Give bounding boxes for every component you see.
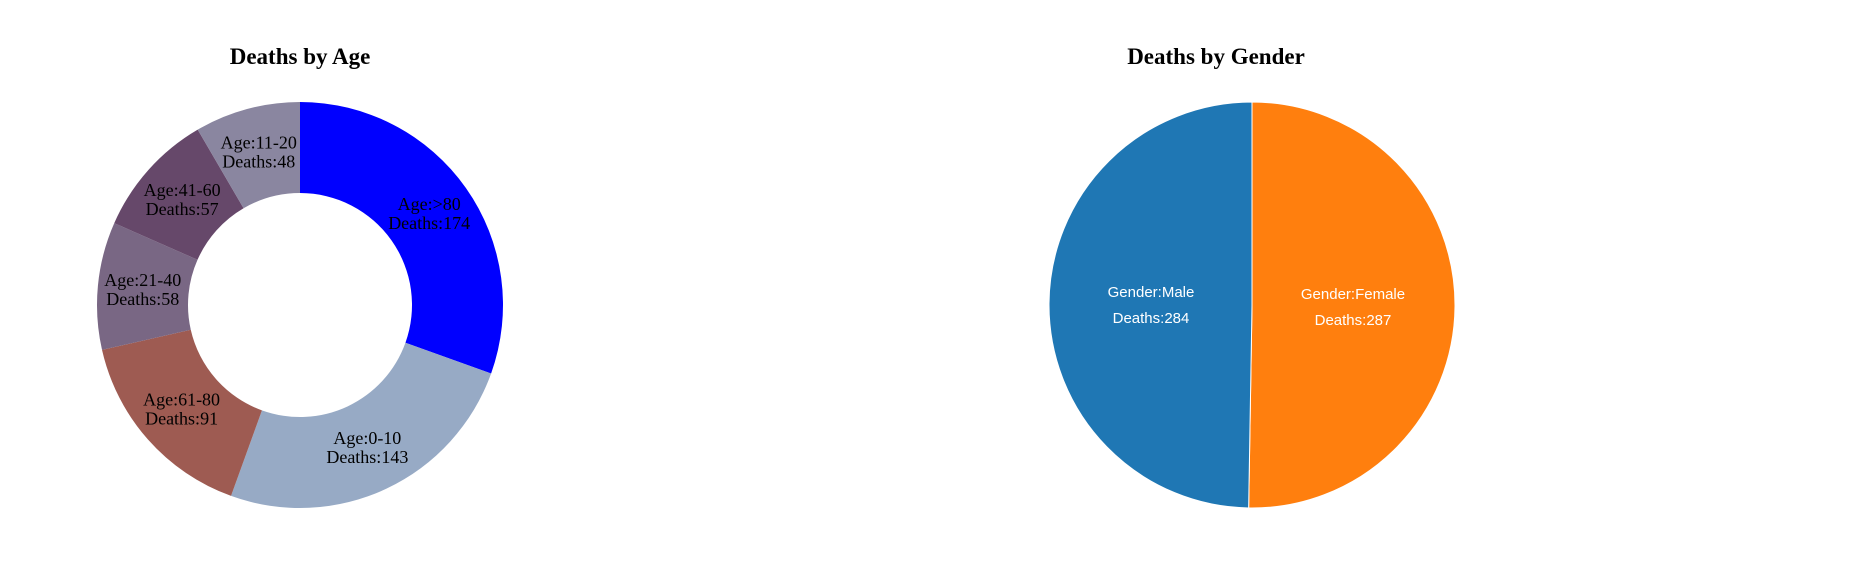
gender-slice-gender-female	[1248, 101, 1456, 509]
age-slice-age-21-40	[97, 223, 198, 350]
age-labels: Age:>80 Deaths:174 Age:0-10 Deaths:143 Age:6…	[104, 132, 470, 466]
age-slice-deaths-label: Deaths:91	[145, 409, 218, 429]
gender-label-gender-female: Gender:Female Deaths:287	[1301, 286, 1405, 329]
age-slice-category-label: Age:>80	[398, 194, 461, 214]
age-slice-category-label: Age:0-10	[333, 428, 401, 448]
gender-slice-gender-male	[1048, 101, 1253, 509]
age-slice-age-0-10	[231, 342, 492, 508]
age-label-age-11-20: Age:11-20 Deaths:48	[221, 132, 297, 171]
age-slice-age-61-80	[102, 329, 262, 496]
age-slice-category-label: Age:21-40	[104, 270, 181, 290]
gender-slice-category-label: Gender:Female	[1301, 286, 1405, 303]
age-slice-age-41-60	[114, 129, 244, 260]
gender-slice-deaths-label: Deaths:287	[1315, 312, 1392, 329]
age-slice-age-80	[300, 102, 504, 374]
gender-label-gender-male: Gender:Male Deaths:284	[1108, 284, 1195, 327]
age-label-age-0-10: Age:0-10 Deaths:143	[326, 428, 408, 467]
age-slices	[97, 102, 504, 508]
age-chart-title: Deaths by Age	[230, 44, 371, 69]
age-label-age-21-40: Age:21-40 Deaths:58	[104, 270, 181, 309]
age-slice-category-label: Age:41-60	[144, 180, 221, 200]
gender-slices	[1048, 101, 1456, 509]
age-slice-deaths-label: Deaths:58	[106, 289, 179, 309]
age-slice-category-label: Age:11-20	[221, 132, 297, 152]
gender-slice-category-label: Gender:Male	[1108, 284, 1195, 301]
age-slice-deaths-label: Deaths:174	[388, 213, 470, 233]
gender-chart: Deaths by Gender Gender:Female Deaths:287…	[1048, 44, 1456, 509]
age-slice-deaths-label: Deaths:143	[326, 447, 408, 467]
age-slice-category-label: Age:61-80	[143, 390, 220, 410]
age-slice-deaths-label: Deaths:48	[222, 151, 295, 171]
age-slice-deaths-label: Deaths:57	[146, 199, 219, 219]
age-label-age-61-80: Age:61-80 Deaths:91	[143, 390, 220, 429]
age-label-age-80: Age:>80 Deaths:174	[388, 194, 470, 233]
gender-slice-deaths-label: Deaths:284	[1113, 310, 1190, 327]
age-label-age-41-60: Age:41-60 Deaths:57	[144, 180, 221, 219]
gender-chart-title: Deaths by Gender	[1127, 44, 1305, 69]
gender-labels: Gender:Female Deaths:287 Gender:Male Deaths…	[1108, 284, 1405, 329]
age-slice-age-11-20	[197, 102, 300, 209]
